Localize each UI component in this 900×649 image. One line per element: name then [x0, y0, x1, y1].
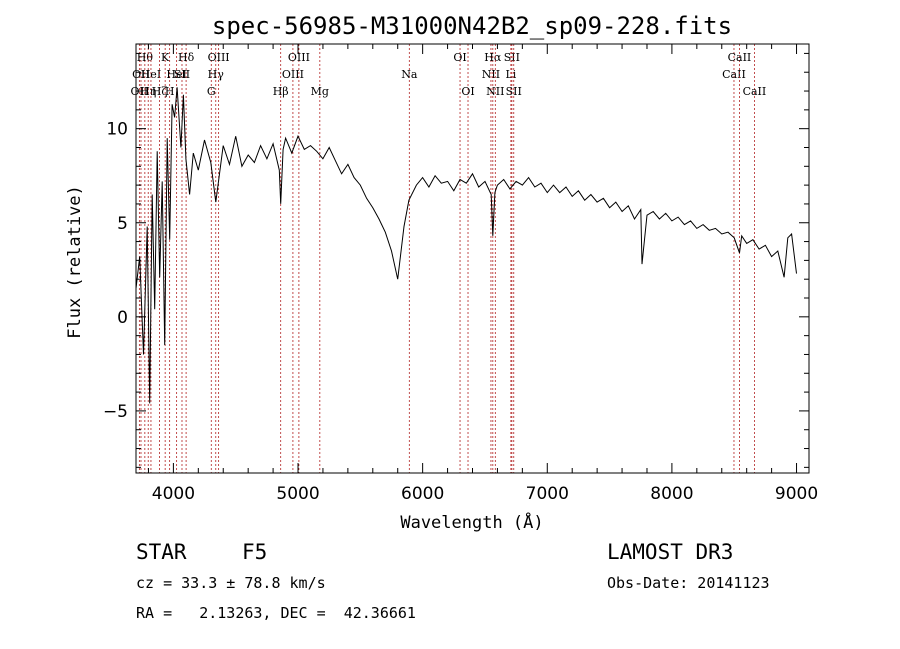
marker-label-29: CaII	[743, 85, 767, 98]
marker-label-14: Hβ	[273, 85, 289, 98]
x-tick-label-9000: 9000	[775, 484, 818, 504]
marker-label-19: OI	[453, 51, 466, 64]
marker-label-24: Li	[505, 68, 516, 81]
marker-label-28: CaII	[728, 51, 752, 64]
y-tick-label-0: −5	[103, 402, 128, 422]
flux-series-line	[135, 87, 797, 404]
survey-name: LAMOST DR3	[607, 540, 734, 564]
spectrum-chart: spec-56985-M31000N42B2_sp09-228.fits OII…	[65, 12, 818, 533]
redshift-cz: cz = 33.3 ± 78.8 km/s	[136, 574, 326, 592]
marker-label-6: K	[161, 51, 170, 64]
y-tick-label-1: 0	[117, 308, 128, 328]
x-tick-label-6000: 6000	[401, 484, 444, 504]
chart-title: spec-56985-M31000N42B2_sp09-228.fits	[212, 12, 732, 40]
marker-label-3: Hη	[140, 85, 156, 98]
marker-label-22: Hα	[484, 51, 502, 64]
marker-label-12: Hγ	[208, 68, 225, 81]
marker-label-4: HeI	[141, 68, 161, 81]
object-subclass: F5	[242, 540, 268, 564]
marker-label-10: Hδ	[178, 51, 195, 64]
y-tick-label-3: 10	[106, 120, 128, 140]
marker-label-11: G	[207, 85, 216, 98]
object-class: STAR	[136, 540, 187, 564]
x-tick-label-8000: 8000	[650, 484, 693, 504]
marker-label-1: OII	[132, 68, 150, 81]
marker-label-27: CaII	[722, 68, 746, 81]
y-tick-label-2: 5	[117, 214, 128, 234]
marker-label-20: OI	[461, 85, 474, 98]
marker-label-25: SII	[504, 51, 520, 64]
x-axis-label: Wavelength (Å)	[400, 511, 543, 533]
observation-date: Obs-Date: 20141123	[607, 574, 770, 592]
marker-label-7: H	[165, 85, 175, 98]
marker-label-18: Na	[401, 68, 418, 81]
axes: 4000 5000 6000 7000 8000 9000 −5 0 5 10	[103, 44, 818, 504]
plot-frame	[135, 43, 810, 474]
marker-label-26: SII	[506, 85, 522, 98]
marker-label-2: Hθ	[137, 51, 154, 64]
x-tick-label-7000: 7000	[526, 484, 569, 504]
line-markers: OIIOIIHθHηHeIHζKHHeISIIHδGHγOIIIHβOIIIOI…	[131, 44, 767, 473]
x-tick-label-5000: 5000	[276, 484, 319, 504]
coordinates: RA = 2.13263, DEC = 42.36661	[136, 604, 416, 622]
marker-label-5: Hζ	[152, 85, 168, 98]
marker-label-15: OIII	[282, 68, 304, 81]
y-axis-label: Flux (relative)	[65, 185, 85, 339]
marker-label-21: NII	[482, 68, 500, 81]
x-tick-label-4000: 4000	[152, 484, 195, 504]
marker-label-13: OIII	[208, 51, 230, 64]
marker-label-17: Mg	[311, 85, 329, 98]
marker-label-9: SII	[174, 68, 190, 81]
marker-label-23: NII	[486, 85, 504, 98]
marker-label-16: OIII	[288, 51, 310, 64]
